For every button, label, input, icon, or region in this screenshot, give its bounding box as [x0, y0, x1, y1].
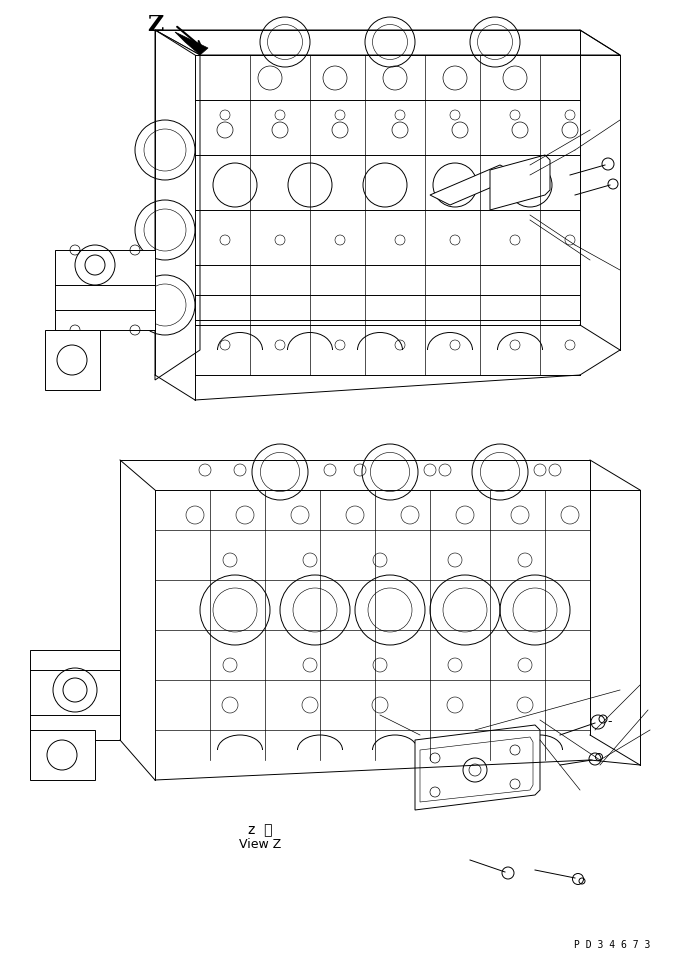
Polygon shape	[45, 330, 100, 390]
Polygon shape	[430, 165, 520, 205]
Polygon shape	[55, 250, 155, 330]
Polygon shape	[30, 650, 120, 740]
Polygon shape	[155, 30, 620, 55]
Polygon shape	[490, 155, 550, 210]
Text: View Z: View Z	[239, 838, 281, 852]
Text: Z: Z	[147, 14, 163, 36]
Text: z  視: z 視	[248, 823, 272, 837]
Text: -: -	[608, 715, 612, 728]
Polygon shape	[415, 725, 540, 810]
Polygon shape	[155, 30, 200, 380]
Polygon shape	[30, 730, 95, 780]
Polygon shape	[175, 32, 208, 55]
Text: P D 3 4 6 7 3: P D 3 4 6 7 3	[573, 940, 650, 950]
